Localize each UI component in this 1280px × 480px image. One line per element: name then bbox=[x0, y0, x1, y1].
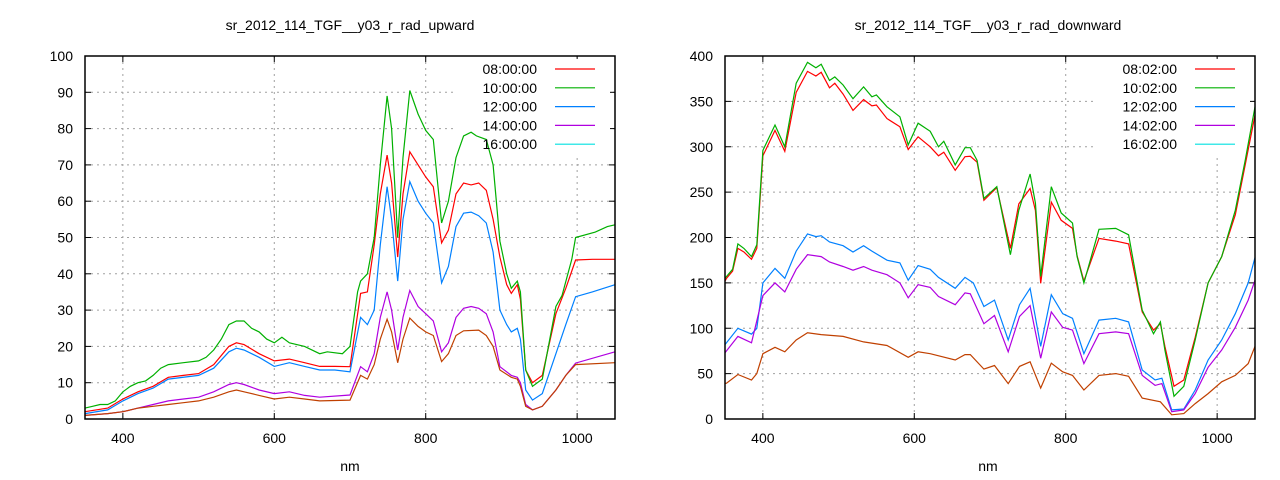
x-tick-label: 800 bbox=[1054, 430, 1078, 446]
y-tick-label: 20 bbox=[57, 338, 73, 354]
legend-label: 08:02:00 bbox=[1123, 61, 1178, 77]
x-tick-label: 400 bbox=[751, 430, 775, 446]
x-axis-label: nm bbox=[340, 458, 359, 474]
y-tick-label: 70 bbox=[57, 157, 73, 173]
legend-label: 14:00:00 bbox=[483, 117, 538, 133]
series-line-10-00-00 bbox=[84, 90, 616, 409]
series-line-10-02-00 bbox=[724, 61, 1256, 398]
y-tick-label: 0 bbox=[65, 411, 73, 427]
legend-box bbox=[1095, 59, 1250, 157]
y-tick-label: 250 bbox=[690, 184, 714, 200]
y-tick-label: 400 bbox=[690, 48, 714, 64]
y-tick-label: 200 bbox=[690, 230, 714, 246]
x-tick-label: 1000 bbox=[1202, 430, 1233, 446]
y-tick-label: 10 bbox=[57, 375, 73, 391]
y-tick-label: 40 bbox=[57, 266, 73, 282]
legend-label: 16:02:00 bbox=[1123, 136, 1178, 152]
legend-label: 16:00:00 bbox=[483, 136, 538, 152]
plot-frame bbox=[724, 55, 1256, 420]
legend-label: 08:00:00 bbox=[483, 61, 538, 77]
y-tick-label: 50 bbox=[697, 366, 713, 382]
series-line-08-02-00 bbox=[724, 70, 1256, 388]
series-line-16-02-00 bbox=[724, 332, 1256, 416]
legend-label: 14:02:00 bbox=[1123, 117, 1178, 133]
y-tick-label: 350 bbox=[690, 93, 714, 109]
plot-frame bbox=[84, 55, 616, 420]
x-tick-label: 600 bbox=[263, 430, 287, 446]
y-tick-label: 150 bbox=[690, 275, 714, 291]
y-tick-label: 100 bbox=[690, 320, 714, 336]
series-line-16-00-00 bbox=[84, 316, 616, 416]
y-tick-label: 300 bbox=[690, 139, 714, 155]
series-line-12-02-00 bbox=[724, 233, 1256, 411]
x-axis-label: nm bbox=[978, 458, 997, 474]
series-line-14-00-00 bbox=[84, 288, 616, 416]
y-tick-label: 100 bbox=[50, 48, 74, 64]
y-tick-label: 0 bbox=[705, 411, 713, 427]
legend-label: 10:00:00 bbox=[483, 80, 538, 96]
legend-box bbox=[455, 59, 610, 157]
y-tick-label: 80 bbox=[57, 121, 73, 137]
legend-label: 12:00:00 bbox=[483, 99, 538, 115]
legend-label: 12:02:00 bbox=[1123, 99, 1178, 115]
y-tick-label: 30 bbox=[57, 302, 73, 318]
chart-title: sr_2012_114_TGF__y03_r_rad_downward bbox=[855, 17, 1122, 33]
x-tick-label: 600 bbox=[903, 430, 927, 446]
series-line-08-00-00 bbox=[84, 150, 615, 413]
legend-label: 10:02:00 bbox=[1123, 80, 1178, 96]
chart-downward: sr_2012_114_TGF__y03_r_rad_downward nm 0… bbox=[690, 17, 1256, 474]
y-tick-label: 50 bbox=[57, 230, 73, 246]
y-tick-label: 90 bbox=[57, 84, 73, 100]
series-line-12-00-00 bbox=[84, 179, 616, 415]
chart-upward: sr_2012_114_TGF__y03_r_rad_upward nm 0 10… bbox=[50, 17, 616, 474]
series-line-14-02-00 bbox=[724, 254, 1256, 413]
x-tick-label: 400 bbox=[111, 430, 135, 446]
y-tick-label: 60 bbox=[57, 193, 73, 209]
x-tick-label: 1000 bbox=[562, 430, 593, 446]
x-tick-label: 800 bbox=[414, 430, 438, 446]
chart-title: sr_2012_114_TGF__y03_r_rad_upward bbox=[226, 17, 475, 33]
